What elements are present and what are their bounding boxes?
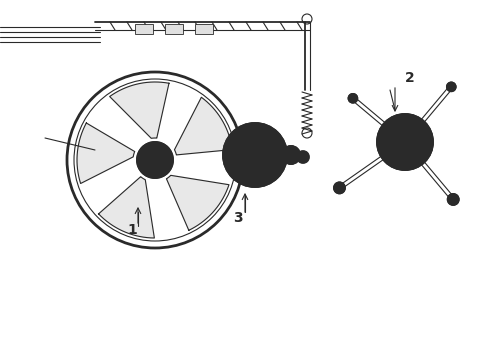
Text: 1: 1	[127, 223, 137, 237]
Circle shape	[223, 123, 287, 187]
Circle shape	[397, 134, 413, 150]
Circle shape	[297, 151, 309, 163]
Circle shape	[150, 155, 160, 165]
Polygon shape	[77, 123, 135, 184]
Text: 2: 2	[405, 71, 415, 85]
Polygon shape	[174, 97, 232, 155]
Polygon shape	[167, 175, 229, 230]
Circle shape	[348, 94, 357, 103]
Circle shape	[145, 150, 165, 170]
Circle shape	[448, 194, 459, 205]
Circle shape	[447, 82, 456, 91]
Polygon shape	[98, 177, 154, 238]
Circle shape	[250, 150, 260, 160]
Circle shape	[377, 114, 433, 170]
Circle shape	[334, 183, 345, 193]
Circle shape	[137, 142, 173, 178]
Polygon shape	[110, 82, 169, 138]
Bar	[135, 24, 153, 34]
Circle shape	[239, 139, 271, 171]
Text: 3: 3	[233, 211, 243, 225]
Bar	[165, 24, 183, 34]
Circle shape	[282, 146, 300, 164]
Circle shape	[245, 145, 265, 165]
Bar	[195, 24, 213, 34]
